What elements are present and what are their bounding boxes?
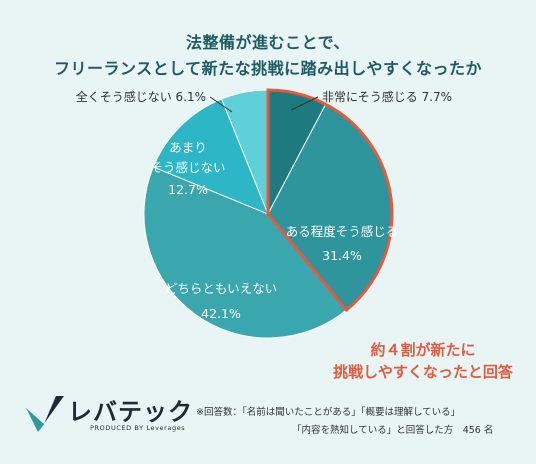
label-neutral: どちらともいえない (165, 281, 277, 296)
logo: レバテック PRODUCED BY Leverages (24, 392, 204, 438)
callout-line2: 挑戦しやすくなったと回答 (333, 363, 513, 381)
logo-check-icon (26, 396, 64, 432)
label-not-at-all: 全くそう感じない 6.1% (76, 89, 206, 104)
footnote: ※回答数：「名前は聞いたことがある」「概要は理解している」 「内容を熟知している… (196, 404, 493, 440)
value-somewhat: 31.4% (322, 248, 362, 263)
footnote-line2: 「内容を熟知している」と回答した方 456 名 (292, 425, 494, 436)
label-somewhat: ある程度そう感じる (286, 224, 399, 239)
logo-sub: PRODUCED BY Leverages (90, 424, 186, 432)
footnote-line1: ※回答数：「名前は聞いたことがある」「概要は理解している」 (196, 407, 461, 418)
value-not-much: 12.7% (168, 182, 208, 197)
label-not-much-1: あまり (169, 140, 207, 155)
callout: 約４割が新たに 挑戦しやすくなったと回答 (318, 339, 528, 383)
chart-title-line1: 法整備が進むことで、 (186, 33, 350, 52)
chart-title: 法整備が進むことで、 フリーランスとして新たな挑戦に踏み出しやすくなったか (0, 30, 536, 82)
label-not-much-2: そう感じない (150, 160, 225, 175)
chart-title-line2: フリーランスとして新たな挑戦に踏み出しやすくなったか (53, 59, 483, 78)
value-neutral: 42.1% (201, 306, 241, 321)
pie-slice-4 (152, 98, 269, 215)
pie-slice-3 (143, 166, 348, 339)
leader-line-not-at-all (209, 96, 233, 113)
logo-name: レバテック (68, 398, 193, 426)
highlight-outline (266, 88, 394, 313)
label-very-much: 非常にそう感じる 7.7% (322, 89, 452, 104)
leader-line-very-much (290, 96, 319, 111)
callout-line1: 約４割が新たに (370, 341, 476, 359)
